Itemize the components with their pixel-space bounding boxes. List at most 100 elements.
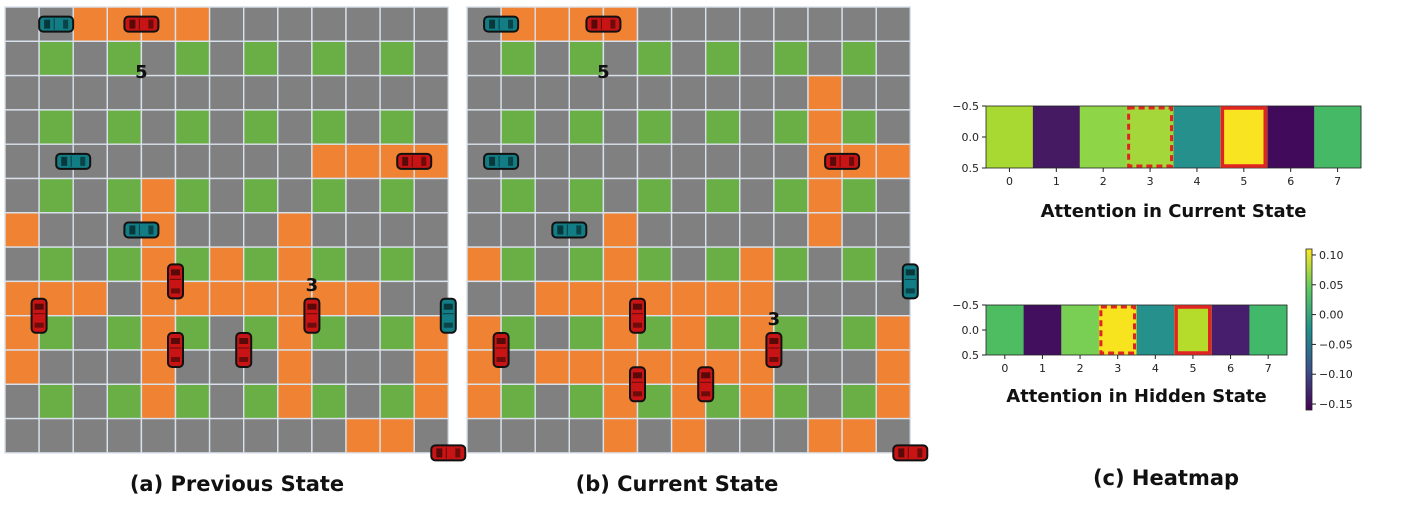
grid-cell: [4, 246, 40, 283]
colorbar-tick-label: 0.00: [1319, 309, 1344, 322]
grid-cell: [841, 246, 877, 283]
red-car: [892, 444, 929, 462]
grid-cell: [38, 177, 74, 214]
grid-cell: [739, 212, 775, 248]
grid-cell: [208, 143, 245, 180]
grid-cell: [72, 40, 108, 77]
red-car: [765, 332, 783, 368]
grid-cell: [106, 280, 143, 317]
x-tick-label: 4: [1193, 175, 1200, 188]
grid-cell: [500, 212, 536, 248]
grid-cell: [875, 315, 912, 351]
grid-cell: [466, 212, 502, 248]
grid-cell: [807, 383, 843, 420]
grid-cell: [841, 383, 877, 420]
grid-cell: [242, 212, 279, 248]
grid-cell: [568, 143, 605, 180]
grid-cell: [841, 417, 877, 454]
grid-cell: [345, 280, 381, 317]
grid-cell: [140, 143, 177, 180]
grid-cell: [807, 212, 843, 248]
red-car: [167, 263, 184, 300]
grid-cell: [106, 246, 143, 283]
grid-cell: [841, 74, 877, 111]
teal-car: [38, 15, 75, 33]
grid-cell: [311, 6, 347, 42]
red-car: [585, 15, 622, 33]
grid-cell: [379, 109, 415, 145]
red-car: [396, 152, 433, 170]
grid-cell: [311, 74, 347, 111]
grid-cell: [705, 177, 741, 214]
caption-heatmap: (c) Heatmap: [1092, 466, 1240, 490]
grid-cell: [72, 177, 108, 214]
grid-cell: [4, 143, 40, 180]
grid-cell: [705, 246, 741, 283]
red-car: [30, 297, 48, 334]
heatmap-cell: [986, 305, 1025, 355]
grid-cell: [413, 6, 450, 42]
red-car: [697, 366, 715, 403]
grid-cell: [174, 109, 211, 145]
grid-cell: [807, 349, 843, 385]
grid-cell: [500, 74, 536, 111]
grid-cell: [413, 74, 450, 111]
colorbar-tick-label: −0.15: [1319, 398, 1353, 411]
grid-cell: [636, 143, 673, 180]
grid-cell: [311, 349, 347, 385]
grid-cell: [106, 177, 143, 214]
grid-cell: [466, 246, 502, 283]
grid-cell: [174, 383, 211, 420]
grid-cell: [500, 417, 536, 454]
current-attention-heatmap: −0.5 0.0 0.5 0 1 2 3 4 5 6 7 Attention in Current S…: [952, 100, 1362, 222]
grid-cell: [208, 177, 245, 214]
solid-highlight-box: [1220, 106, 1267, 168]
grid-cell: [500, 383, 536, 420]
intersection-label: 3: [768, 309, 781, 330]
grid-cell: [379, 177, 415, 214]
grid-cell: [345, 212, 381, 248]
red-car: [629, 366, 646, 403]
grid-cell: [208, 417, 245, 454]
grid-cell: [208, 6, 245, 42]
grid-cell: [636, 74, 673, 111]
grid-cell: [534, 246, 571, 283]
grid-cell: [739, 40, 775, 77]
grid-cell: [106, 417, 143, 454]
grid-cell: [242, 177, 279, 214]
grid-cell: [534, 280, 571, 317]
grid-cell: [602, 74, 639, 111]
grid-cell: [773, 109, 809, 145]
grid-cell: [242, 280, 279, 317]
grid-cell: [670, 280, 707, 317]
x-tick-label: 6: [1287, 175, 1294, 188]
grid-cell: [345, 246, 381, 283]
heatmap-cell: [1173, 106, 1221, 168]
heatmap-cell: [1211, 305, 1250, 355]
red-car: [492, 332, 510, 368]
teal-car: [483, 152, 520, 170]
grid-cell: [670, 74, 707, 111]
grid-cell: [208, 212, 245, 248]
heatmap-cell: [1126, 106, 1174, 168]
caption-previous-state: (a) Previous State: [129, 472, 345, 496]
grid-cell: [466, 417, 502, 454]
grid-cell: [345, 40, 381, 77]
grid-cell: [568, 383, 605, 420]
grid-cell: [500, 109, 536, 145]
caption-current-state: (b) Current State: [575, 472, 779, 496]
grid-cell: [345, 417, 381, 454]
x-tick-label: 5: [1189, 362, 1196, 375]
grid-cell: [739, 246, 775, 283]
grid-cell: [739, 177, 775, 214]
grid-cell: [277, 383, 313, 420]
grid-cell: [4, 349, 40, 385]
y-tick-label: −0.5: [952, 299, 979, 312]
grid-cell: [72, 383, 108, 420]
teal-car: [439, 297, 457, 334]
grid-cell: [705, 40, 741, 77]
grid-cell: [875, 6, 912, 42]
grid-cell: [277, 177, 313, 214]
grid-cell: [841, 315, 877, 351]
grid-cell: [875, 383, 912, 420]
